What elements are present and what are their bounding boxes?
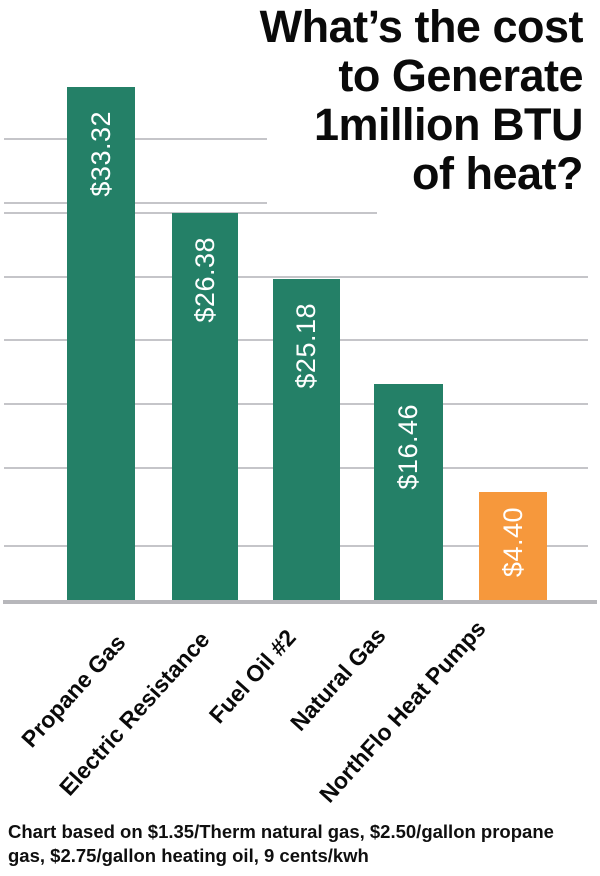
gridline — [4, 202, 267, 204]
chart-title-line-1: What’s the cost — [259, 1, 584, 52]
x-axis-line — [3, 600, 597, 604]
bar-value-label: $33.32 — [85, 111, 116, 197]
category-label: NorthFlo Heat Pumps — [313, 615, 491, 808]
footnote: Chart based on $1.35/Therm natural gas, … — [8, 820, 594, 868]
bar-electric-resistance: $26.38 — [172, 213, 238, 600]
chart-title-line-2: to Generate — [338, 50, 583, 101]
bar-northflo-heat-pumps: $4.40 — [479, 492, 547, 600]
chart-title-line-3: 1million BTU — [313, 99, 584, 150]
category-label: Electric Resistance — [54, 626, 215, 801]
bar-value-label: $16.46 — [393, 404, 423, 490]
bar-propane-gas: $33.32 — [67, 87, 135, 600]
chart-title: What’s the cost to Generate 1million BTU… — [259, 1, 584, 199]
chart-title-line-4: of heat? — [412, 148, 584, 199]
bar-value-label: $25.18 — [291, 303, 321, 389]
footnote-line-2: gas, $2.75/gallon heating oil, 9 cents/k… — [8, 845, 369, 866]
bar-fuel-oil-2: $25.18 — [273, 279, 340, 600]
gridline — [4, 138, 267, 140]
footnote-line-1: Chart based on $1.35/Therm natural gas, … — [8, 821, 554, 842]
bar-natural-gas: $16.46 — [374, 384, 443, 600]
bar-value-label: $4.40 — [497, 507, 528, 578]
gridline — [4, 276, 588, 278]
category-label: Fuel Oil #2 — [203, 624, 301, 729]
bar-value-label: $26.38 — [189, 237, 220, 323]
category-label: Natural Gas — [284, 622, 391, 736]
